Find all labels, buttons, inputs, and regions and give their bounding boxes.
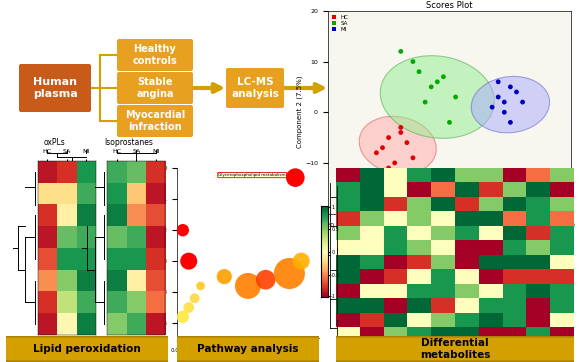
Point	[427, 84, 436, 90]
Point	[506, 84, 515, 90]
Point	[451, 94, 461, 100]
Point	[261, 277, 270, 283]
Point	[184, 258, 193, 264]
Point	[178, 227, 187, 233]
FancyBboxPatch shape	[226, 68, 284, 108]
Point	[506, 119, 515, 125]
Point	[408, 155, 418, 161]
Text: oxPLs: oxPLs	[44, 138, 65, 147]
Title: Scores Plot: Scores Plot	[426, 1, 473, 10]
FancyBboxPatch shape	[117, 72, 193, 104]
FancyBboxPatch shape	[117, 105, 193, 137]
Point	[494, 94, 503, 100]
X-axis label: Pathway Impact: Pathway Impact	[220, 355, 276, 361]
Point	[433, 79, 442, 85]
Point	[285, 271, 294, 277]
Legend: HC, SA, MI: HC, SA, MI	[331, 14, 350, 33]
Point	[378, 145, 387, 151]
Point	[184, 305, 193, 311]
Y-axis label: Component 2 (7.5%): Component 2 (7.5%)	[297, 76, 303, 148]
Point	[372, 150, 381, 156]
Point	[396, 125, 405, 130]
FancyBboxPatch shape	[332, 336, 579, 362]
Ellipse shape	[359, 116, 436, 174]
Point	[190, 295, 200, 301]
Point	[178, 314, 187, 320]
Point	[512, 89, 521, 95]
Point	[220, 274, 229, 279]
Point	[390, 160, 399, 166]
Ellipse shape	[471, 76, 550, 133]
Point	[414, 69, 423, 75]
Point	[384, 135, 393, 140]
Point	[384, 165, 393, 171]
Text: Pathway analysis: Pathway analysis	[197, 344, 299, 354]
Point	[244, 283, 253, 289]
FancyBboxPatch shape	[117, 39, 193, 71]
Point	[518, 99, 527, 105]
Text: Lipid peroxidation: Lipid peroxidation	[33, 344, 141, 354]
Text: LC-MS
analysis: LC-MS analysis	[231, 77, 279, 99]
Point	[196, 283, 205, 289]
Text: Healthy
controls: Healthy controls	[133, 44, 177, 66]
Point	[291, 175, 300, 181]
X-axis label: Component I (10.1 %): Component I (10.1 %)	[411, 230, 488, 236]
Point	[445, 119, 454, 125]
Point	[296, 258, 306, 264]
Point	[494, 79, 503, 85]
Text: Stable
angina: Stable angina	[136, 77, 174, 99]
Point	[403, 140, 412, 146]
Y-axis label: -log(p): -log(p)	[151, 242, 158, 265]
FancyBboxPatch shape	[2, 336, 172, 362]
Point	[420, 99, 430, 105]
Point	[499, 109, 509, 115]
Point	[499, 99, 509, 105]
Point	[487, 104, 496, 110]
Text: Isoprostanes: Isoprostanes	[104, 138, 153, 147]
Text: Human
plasma: Human plasma	[32, 77, 77, 99]
Point	[396, 49, 405, 54]
Point	[439, 74, 448, 80]
Text: Glycerophospholipid metabolism: Glycerophospholipid metabolism	[218, 173, 292, 177]
FancyBboxPatch shape	[19, 64, 91, 112]
FancyBboxPatch shape	[174, 336, 322, 362]
Ellipse shape	[380, 56, 494, 138]
Text: Myocardial
infraction: Myocardial infraction	[125, 110, 185, 132]
Point	[408, 59, 418, 64]
Point	[396, 130, 405, 135]
Text: Differential
metabolites: Differential metabolites	[420, 338, 491, 360]
